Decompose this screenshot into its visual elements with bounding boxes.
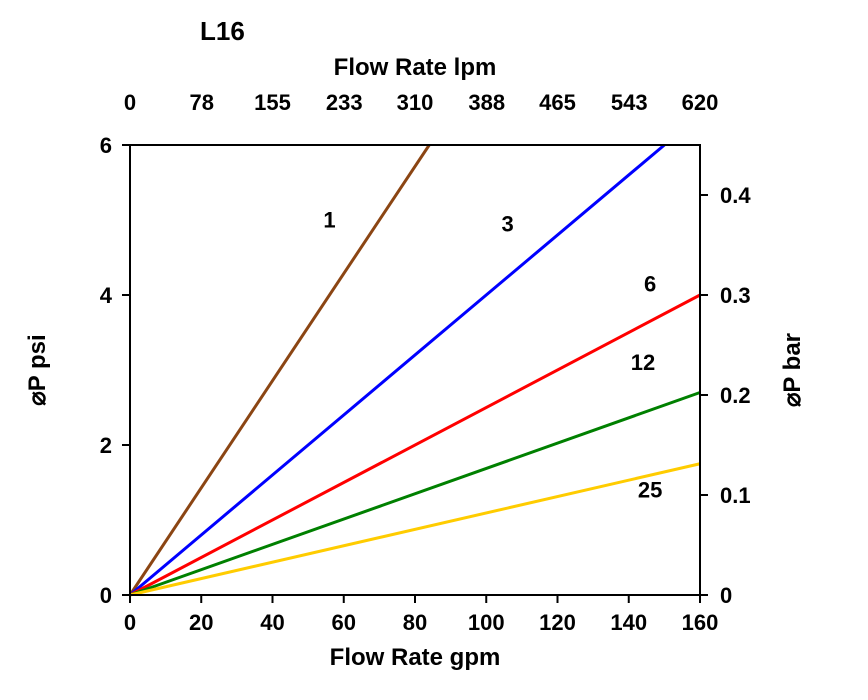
- y-left-axis-label: ⌀P psi: [24, 334, 51, 405]
- series-label-1: 1: [323, 208, 335, 233]
- chart-container: L16Flow Rate lpm078155233310388465543620…: [0, 0, 868, 700]
- x-bottom-tick-label: 0: [124, 610, 136, 635]
- x-bottom-tick-label: 160: [682, 610, 719, 635]
- x-bottom-axis-label: Flow Rate gpm: [330, 644, 501, 671]
- y-right-tick-label: 0.1: [720, 483, 751, 508]
- x-bottom-tick-label: 100: [468, 610, 505, 635]
- x-bottom-tick-label: 80: [403, 610, 427, 635]
- x-bottom-tick-label: 120: [539, 610, 576, 635]
- chart-title: L16: [200, 16, 245, 46]
- x-top-tick-label: 233: [326, 90, 363, 115]
- series-label-12: 12: [631, 350, 655, 375]
- y-left-tick-label: 6: [100, 133, 112, 158]
- x-top-tick-label: 155: [254, 90, 291, 115]
- x-top-axis-label: Flow Rate lpm: [334, 54, 497, 81]
- series-label-6: 6: [644, 271, 656, 296]
- x-top-tick-label: 465: [539, 90, 576, 115]
- series-label-25: 25: [638, 478, 662, 503]
- x-top-tick-label: 388: [468, 90, 505, 115]
- x-bottom-tick-label: 60: [332, 610, 356, 635]
- x-top-tick-label: 0: [124, 90, 136, 115]
- y-left-tick-label: 0: [100, 583, 112, 608]
- x-top-tick-label: 543: [611, 90, 648, 115]
- pressure-flow-chart: L16Flow Rate lpm078155233310388465543620…: [0, 0, 868, 700]
- series-label-3: 3: [502, 211, 514, 236]
- x-top-tick-label: 310: [397, 90, 434, 115]
- y-right-tick-label: 0.2: [720, 383, 751, 408]
- x-top-tick-label: 78: [189, 90, 213, 115]
- y-right-tick-label: 0.3: [720, 283, 751, 308]
- y-left-tick-label: 4: [100, 283, 113, 308]
- x-bottom-tick-label: 40: [260, 610, 284, 635]
- y-right-tick-label: 0.4: [720, 183, 751, 208]
- x-top-tick-label: 620: [682, 90, 719, 115]
- y-right-tick-label: 0: [720, 583, 732, 608]
- x-bottom-tick-label: 20: [189, 610, 213, 635]
- y-left-tick-label: 2: [100, 433, 112, 458]
- y-right-axis-label: ⌀P bar: [779, 333, 806, 407]
- x-bottom-tick-label: 140: [610, 610, 647, 635]
